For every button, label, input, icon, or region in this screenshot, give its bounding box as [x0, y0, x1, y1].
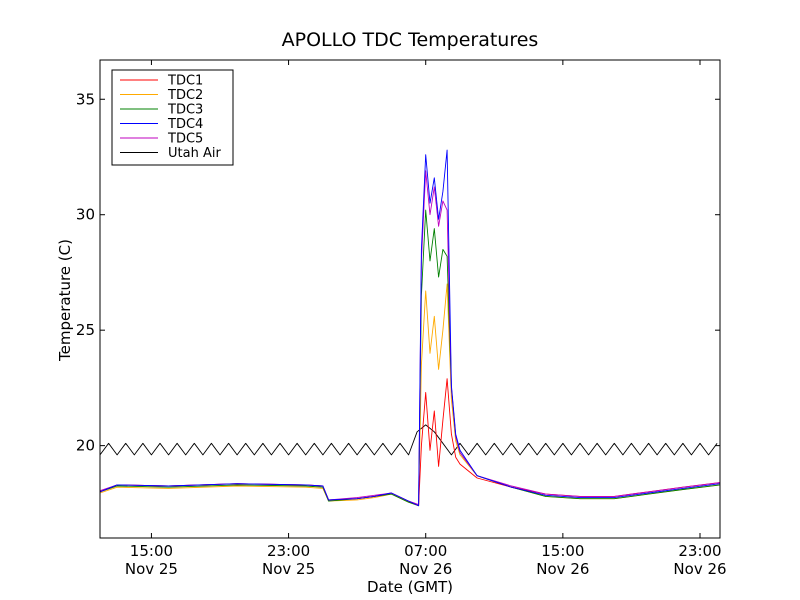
x-tick-label-time: 23:00 — [678, 542, 721, 560]
x-tick-label-date: Nov 25 — [262, 560, 315, 578]
x-tick-label-date: Nov 25 — [125, 560, 178, 578]
x-axis-label: Date (GMT) — [367, 578, 453, 596]
legend-label-tdc2: TDC2 — [167, 88, 203, 103]
y-axis-label: Temperature (C) — [56, 239, 74, 362]
series-line-tdc2 — [99, 283, 721, 507]
x-tick-label-date: Nov 26 — [673, 560, 726, 578]
legend-label-tdc5: TDC5 — [167, 132, 203, 147]
series-line-tdc5 — [99, 170, 721, 505]
legend-label-tdc1: TDC1 — [167, 74, 203, 89]
x-tick-label-time: 07:00 — [404, 542, 447, 560]
y-tick-label: 25 — [76, 321, 95, 339]
legend-label-tdc4: TDC4 — [167, 117, 203, 132]
legend-label-utah-air: Utah Air — [168, 146, 221, 161]
plot-area-frame — [99, 59, 721, 539]
legend-label-tdc3: TDC3 — [167, 103, 203, 118]
chart-title: APOLLO TDC Temperatures — [282, 29, 539, 51]
legend-box — [111, 69, 234, 166]
x-tick-label-date: Nov 26 — [536, 560, 589, 578]
series-line-utah-air — [99, 424, 718, 456]
x-tick-label-date: Nov 26 — [399, 560, 452, 578]
y-tick-label: 20 — [76, 437, 95, 455]
y-tick-label: 30 — [76, 206, 95, 224]
x-tick-label-time: 23:00 — [267, 542, 310, 560]
series-line-tdc3 — [99, 209, 721, 507]
x-tick-label-time: 15:00 — [541, 542, 584, 560]
x-tick-label-time: 15:00 — [130, 542, 173, 560]
series-layer — [99, 149, 721, 507]
series-line-tdc4 — [99, 149, 721, 507]
y-tick-label: 35 — [76, 90, 95, 108]
